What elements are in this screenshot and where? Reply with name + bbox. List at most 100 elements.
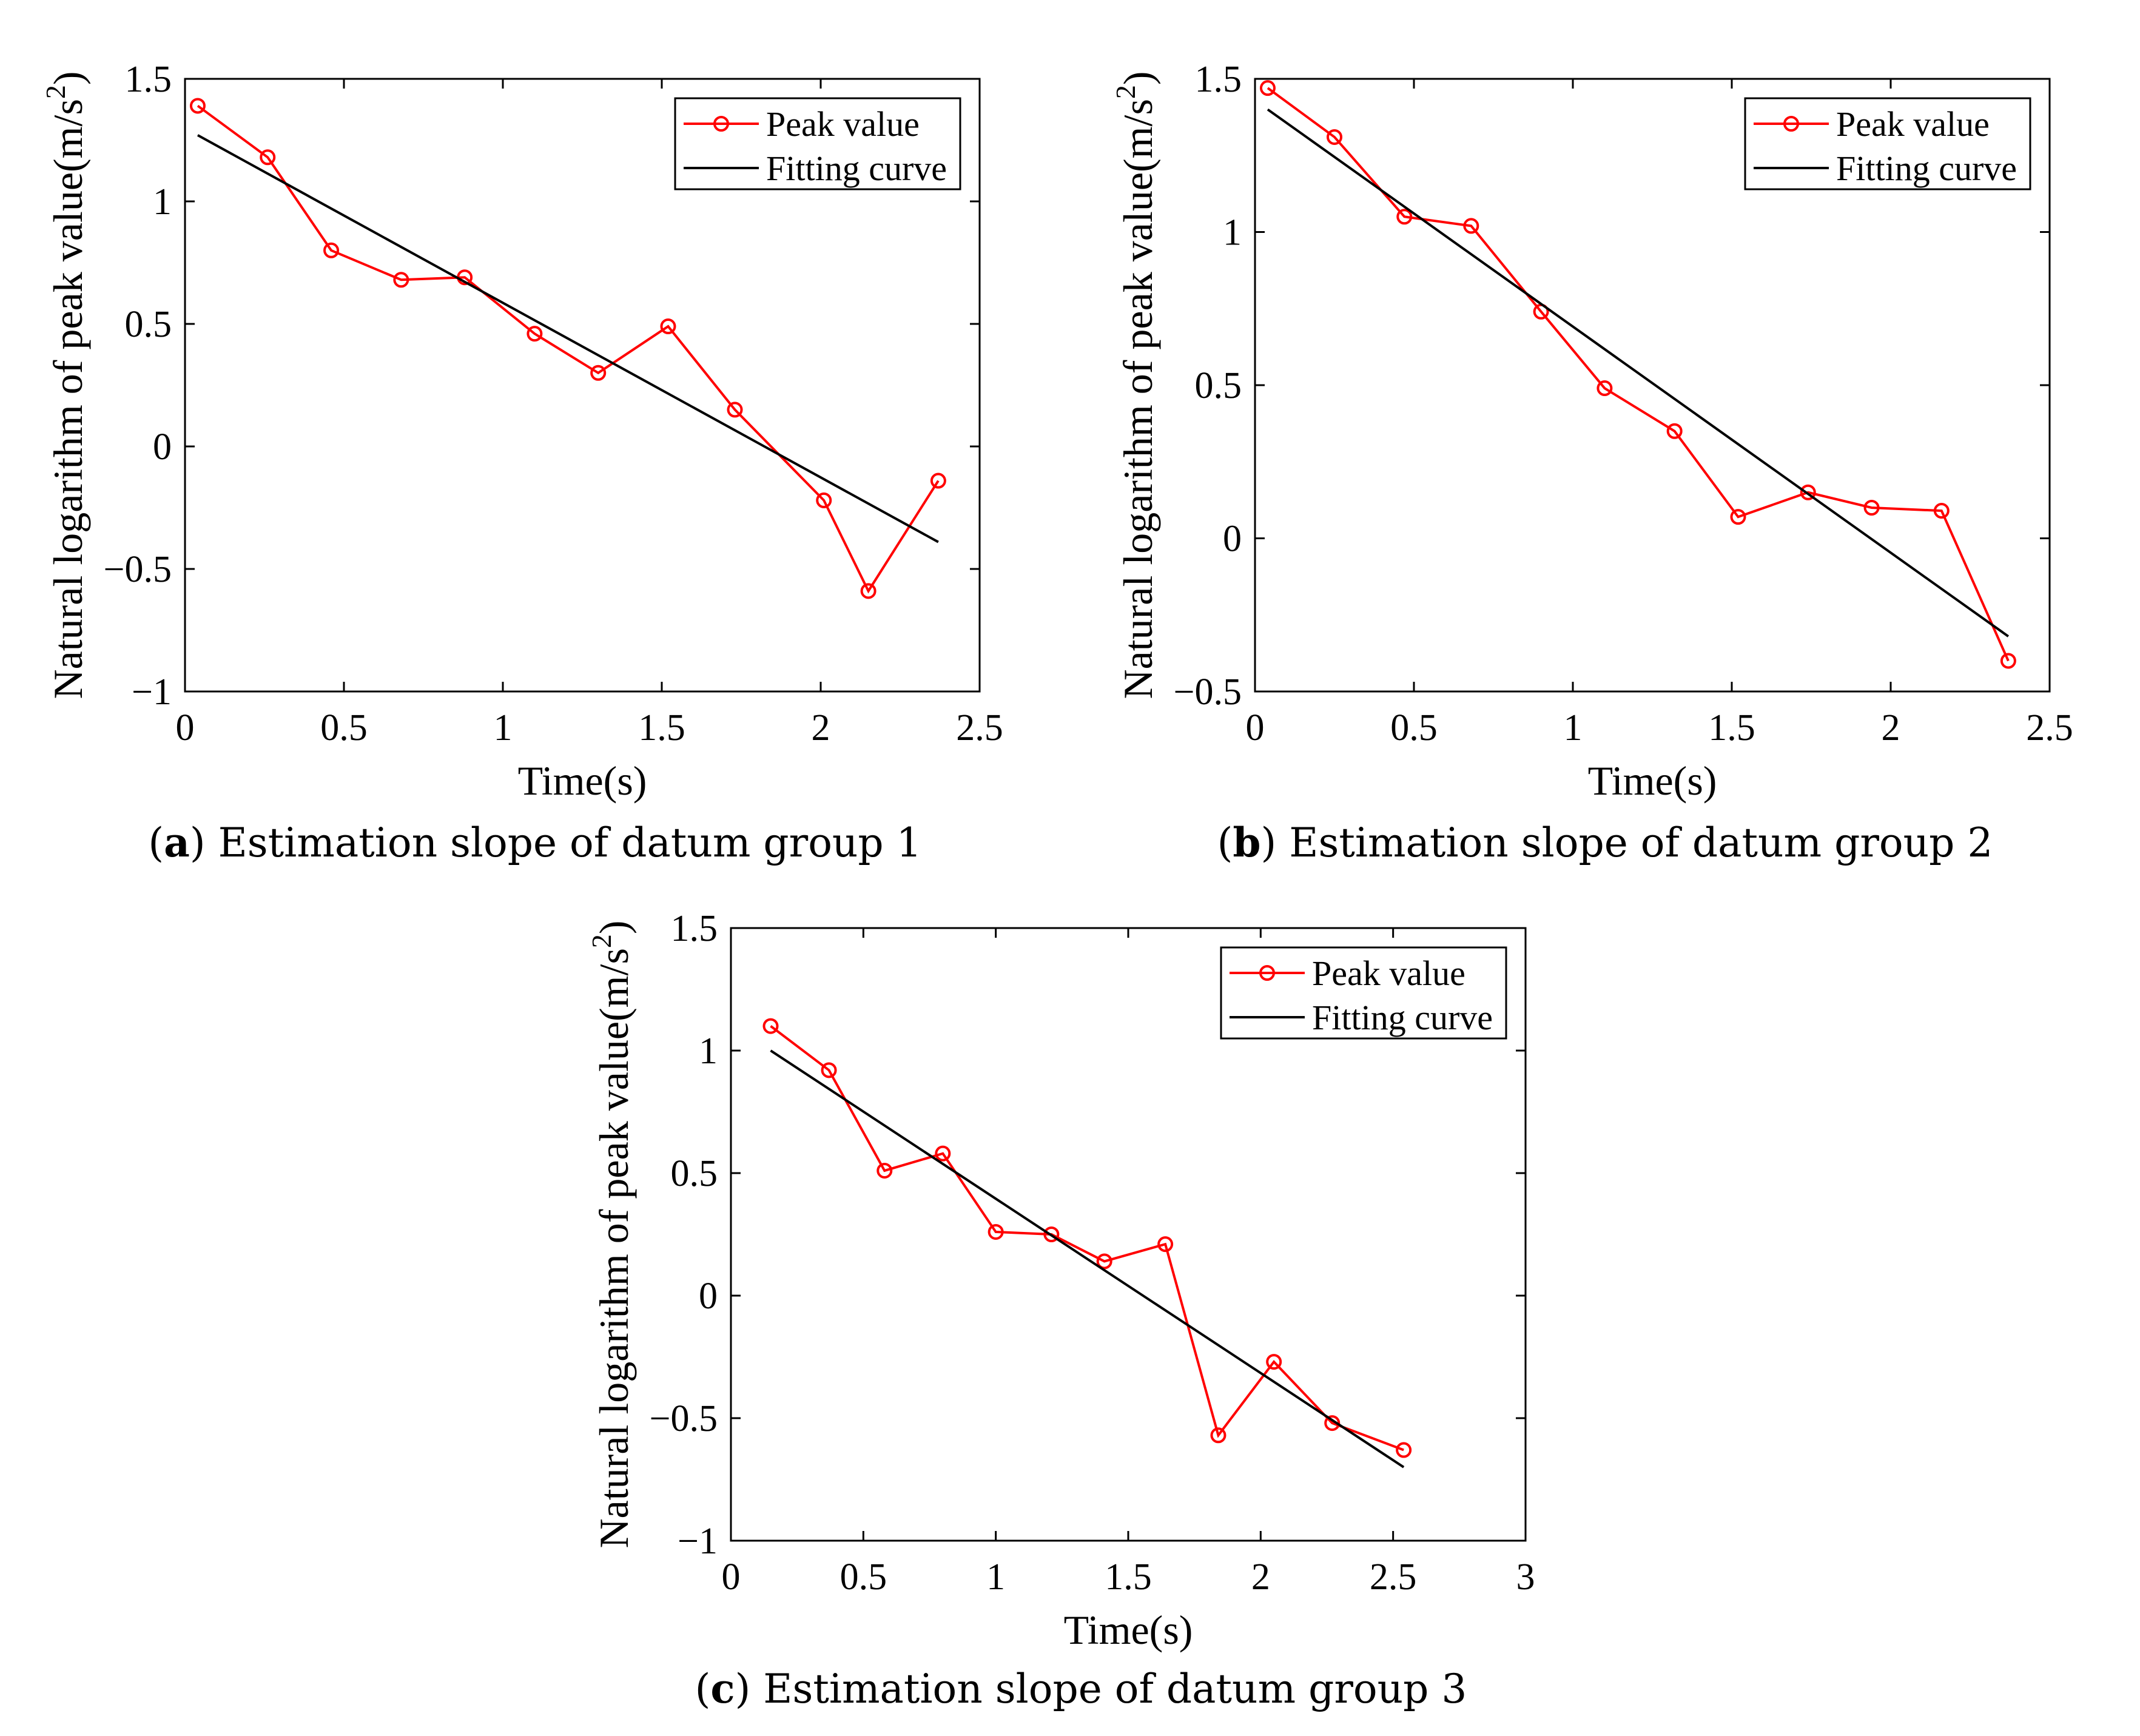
peak-value-point (1863, 500, 1880, 516)
fitting-curve-line (1267, 108, 2010, 638)
peak-value-point (877, 1162, 893, 1179)
peak-value-point (1266, 1354, 1282, 1370)
peak-value-point (1597, 380, 1613, 397)
y-axis-label-sup: 2 (1110, 85, 1141, 99)
peak-value-point (1933, 503, 1950, 519)
caption-b-text: Estimation slope of datum group 2 (1289, 819, 1993, 866)
peak-value-point (393, 272, 409, 288)
legend: Peak value Fitting curve (674, 97, 961, 190)
legend: Peak value Fitting curve (1220, 946, 1507, 1040)
peak-value-point (1157, 1236, 1174, 1253)
chart-c: 0 0.5 1 1.5 2 2.5 3 −1 −0.5 0 0.5 1 1.5 Time(s) Natura… (586, 908, 1535, 1653)
legend-peak-marker (1783, 116, 1799, 132)
peak-value-point (1666, 423, 1683, 439)
x-tick-label: 0 (1246, 707, 1265, 749)
x-axis-label: Time(s) (518, 758, 647, 804)
caption-c-text: Estimation slope of datum group 3 (763, 1666, 1467, 1712)
peak-value-point (1730, 509, 1746, 525)
y-tick-label: 1.5 (1195, 59, 1242, 100)
legend-fit-label: Fitting curve (1312, 998, 1493, 1037)
x-tick-label: 2 (812, 707, 830, 749)
x-axis-label: Time(s) (1588, 758, 1717, 804)
y-tick-label: 1.5 (671, 908, 718, 949)
caption-a-label: a (164, 819, 190, 866)
y-axis-label-main: Natural logarithm of peak value(m/s (591, 948, 637, 1548)
x-tick-label: 2.5 (2026, 707, 2073, 749)
peak-value-point (189, 98, 206, 114)
legend-peak-label: Peak value (1312, 954, 1465, 993)
y-axis-label-sup: 2 (40, 85, 71, 99)
legend-peak-label: Peak value (1836, 104, 1990, 144)
peak-value-point (660, 318, 676, 335)
peak-value-line (197, 104, 940, 594)
y-tick-label: 0 (153, 426, 172, 468)
y-axis-label: Natural logarithm of peak value(m/s2) (40, 71, 91, 699)
y-axis-label: Natural logarithm of peak value(m/s2) (1110, 71, 1161, 699)
legend: Peak value Fitting curve (1744, 97, 2031, 190)
fitting-curve-line (197, 134, 939, 543)
x-tick-label: 1.5 (1105, 1556, 1152, 1598)
x-tick-label: 1 (1564, 707, 1583, 749)
y-tick-label: 1 (153, 181, 172, 223)
x-tick-label: 2 (1251, 1556, 1270, 1598)
caption-a: (a) Estimation slope of datum group 1 (148, 819, 922, 866)
legend-box (1220, 946, 1507, 1040)
peak-value-point (527, 326, 543, 342)
x-tick-label: 1 (494, 707, 513, 749)
peak-value-point (1396, 209, 1413, 225)
legend-peak-marker (1259, 965, 1275, 981)
y-axis-label-close: ) (45, 71, 91, 85)
peak-value-point (988, 1223, 1004, 1240)
x-tick-label: 2.5 (956, 707, 1003, 749)
caption-a-text: Estimation slope of datum group 1 (218, 819, 922, 866)
x-tick-label: 2.5 (1370, 1556, 1417, 1598)
peak-value-point (1096, 1253, 1112, 1270)
legend-peak-marker (713, 116, 729, 132)
x-tick-label: 0.5 (320, 707, 368, 749)
peak-value-point (930, 473, 946, 489)
x-tick-label: 1.5 (1708, 707, 1755, 749)
peak-value-point (762, 1018, 779, 1034)
peak-value-point (2000, 653, 2016, 669)
peak-value-point (323, 242, 340, 258)
y-tick-label: 0.5 (125, 304, 172, 345)
chart-a: 0 0.5 1 1.5 2 2.5 −1 −0.5 0 0.5 1 1.5 Time(s) Natural… (40, 59, 1003, 804)
y-axis-label-main: Natural logarithm of peak value(m/s (1115, 99, 1161, 699)
peak-value-point (1800, 484, 1816, 500)
x-tick-label: 0.5 (1390, 707, 1438, 749)
y-tick-label: −1 (678, 1521, 718, 1562)
legend-fit-label: Fitting curve (1836, 149, 2017, 188)
peak-value-point (1463, 218, 1479, 234)
peak-value-point (860, 583, 877, 599)
caption-b-label: b (1233, 819, 1261, 866)
x-tick-label: 1 (986, 1556, 1005, 1598)
peak-value-point (935, 1145, 951, 1162)
y-tick-label: −0.5 (1174, 671, 1242, 713)
legend-box (674, 97, 961, 190)
peak-value-line (1267, 87, 2010, 662)
x-tick-label: 0.5 (840, 1556, 887, 1598)
y-axis-label-main: Natural logarithm of peak value(m/s (45, 99, 91, 699)
y-tick-label: 0.5 (671, 1153, 718, 1194)
peak-value-point (1043, 1226, 1060, 1242)
peak-value-point (816, 492, 832, 508)
legend-box (1744, 97, 2031, 190)
y-tick-label: 1.5 (125, 59, 172, 100)
y-tick-label: −0.5 (104, 549, 172, 590)
x-axis-label: Time(s) (1064, 1607, 1193, 1653)
peak-value-point (727, 402, 743, 418)
peak-value-point (1327, 129, 1342, 145)
y-tick-label: 0 (699, 1276, 718, 1317)
y-tick-label: 0.5 (1195, 365, 1242, 406)
y-axis-label-close: ) (591, 920, 637, 934)
y-tick-label: 1 (1223, 212, 1242, 254)
peak-value-line (770, 1025, 1404, 1452)
peak-value-point (590, 365, 607, 381)
caption-b: (b) Estimation slope of datum group 2 (1217, 819, 1993, 866)
y-axis-label: Natural logarithm of peak value(m/s2) (586, 920, 637, 1548)
x-tick-label: 3 (1516, 1556, 1535, 1598)
peak-value-point (821, 1062, 837, 1078)
caption-c: (c) Estimation slope of datum group 3 (695, 1665, 1467, 1712)
fitting-curve-line (770, 1049, 1405, 1469)
